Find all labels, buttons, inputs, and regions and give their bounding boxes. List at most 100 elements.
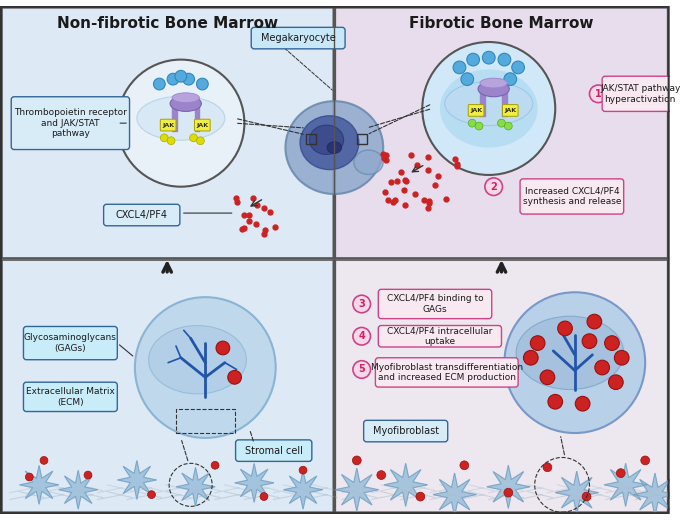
Polygon shape (433, 473, 476, 516)
Text: Non-fibrotic Bone Marrow: Non-fibrotic Bone Marrow (57, 16, 277, 31)
Polygon shape (20, 465, 58, 504)
FancyBboxPatch shape (335, 260, 668, 512)
Circle shape (587, 314, 601, 329)
FancyBboxPatch shape (602, 76, 678, 111)
Circle shape (595, 360, 610, 375)
Circle shape (299, 466, 307, 474)
Ellipse shape (354, 150, 383, 175)
Text: CXCL4/PF4 binding to
GAGs: CXCL4/PF4 binding to GAGs (387, 294, 484, 314)
Polygon shape (604, 463, 647, 506)
Circle shape (590, 85, 607, 102)
Circle shape (523, 350, 538, 365)
Circle shape (504, 292, 645, 433)
Circle shape (504, 488, 513, 497)
Ellipse shape (286, 101, 383, 194)
Circle shape (167, 137, 175, 145)
FancyBboxPatch shape (378, 289, 492, 319)
FancyBboxPatch shape (520, 179, 623, 214)
Text: Extracellular Matrix
(ECM): Extracellular Matrix (ECM) (26, 387, 115, 407)
Ellipse shape (300, 116, 359, 170)
Circle shape (183, 73, 195, 85)
FancyBboxPatch shape (378, 326, 501, 347)
Circle shape (543, 463, 552, 472)
Text: Glycosaminoglycans
(GAGs): Glycosaminoglycans (GAGs) (24, 333, 117, 353)
Text: JAK: JAK (162, 123, 174, 127)
Circle shape (498, 53, 511, 66)
Circle shape (548, 394, 562, 409)
Text: CXCL4/PF4 intracellular
uptake: CXCL4/PF4 intracellular uptake (387, 327, 493, 346)
Circle shape (190, 134, 197, 142)
FancyBboxPatch shape (236, 440, 312, 461)
Circle shape (466, 53, 479, 66)
FancyBboxPatch shape (160, 119, 176, 131)
Text: 5: 5 (358, 365, 365, 374)
Text: Stromal cell: Stromal cell (245, 446, 303, 456)
Circle shape (211, 461, 219, 469)
Circle shape (117, 60, 245, 187)
Circle shape (423, 42, 556, 175)
Circle shape (453, 61, 466, 74)
Circle shape (377, 471, 386, 479)
Circle shape (353, 328, 371, 345)
Circle shape (504, 122, 512, 130)
Circle shape (582, 334, 597, 348)
Text: 3: 3 (358, 299, 365, 309)
FancyBboxPatch shape (23, 327, 117, 360)
Circle shape (558, 321, 573, 336)
Circle shape (167, 73, 179, 85)
Circle shape (582, 492, 591, 501)
Circle shape (197, 78, 208, 90)
Circle shape (25, 473, 34, 481)
FancyBboxPatch shape (364, 420, 448, 442)
Bar (176, 409, 235, 433)
Ellipse shape (516, 316, 623, 389)
FancyBboxPatch shape (23, 382, 117, 411)
FancyBboxPatch shape (2, 8, 334, 258)
Circle shape (616, 469, 625, 477)
Circle shape (260, 492, 268, 500)
Circle shape (461, 73, 473, 85)
Polygon shape (556, 471, 598, 514)
Ellipse shape (172, 93, 199, 102)
Text: 4: 4 (358, 331, 365, 341)
Ellipse shape (480, 78, 508, 88)
Circle shape (153, 78, 165, 90)
Ellipse shape (149, 326, 247, 394)
Text: CXCL4/PF4: CXCL4/PF4 (116, 210, 168, 220)
FancyBboxPatch shape (2, 260, 334, 512)
Circle shape (504, 73, 516, 85)
Text: Fibrotic Bone Marrow: Fibrotic Bone Marrow (409, 16, 594, 31)
FancyBboxPatch shape (251, 28, 345, 49)
Circle shape (147, 491, 155, 499)
Circle shape (175, 70, 187, 82)
Text: JAK: JAK (504, 108, 516, 113)
FancyBboxPatch shape (335, 8, 668, 258)
Circle shape (512, 61, 525, 74)
Polygon shape (59, 471, 97, 509)
Circle shape (485, 178, 503, 196)
Ellipse shape (478, 81, 510, 97)
Polygon shape (284, 471, 323, 509)
Polygon shape (176, 467, 215, 506)
Circle shape (197, 137, 204, 145)
Circle shape (640, 456, 649, 465)
Text: JAK: JAK (197, 123, 208, 127)
Circle shape (530, 336, 545, 350)
Circle shape (416, 492, 425, 501)
Ellipse shape (327, 142, 342, 153)
FancyBboxPatch shape (195, 119, 210, 131)
Circle shape (497, 119, 506, 127)
Circle shape (608, 375, 623, 389)
Text: 2: 2 (490, 181, 497, 192)
Circle shape (614, 350, 629, 365)
Text: Megakaryocyte: Megakaryocyte (261, 33, 336, 43)
Text: JAK: JAK (470, 108, 482, 113)
Bar (306, 134, 316, 144)
Ellipse shape (137, 96, 225, 140)
Circle shape (135, 297, 275, 438)
Text: Myofibroblast transdifferentiation
and increased ECM production: Myofibroblast transdifferentiation and i… (371, 363, 523, 382)
Ellipse shape (445, 82, 533, 126)
Circle shape (482, 51, 495, 64)
Polygon shape (235, 463, 273, 502)
FancyBboxPatch shape (469, 105, 484, 116)
